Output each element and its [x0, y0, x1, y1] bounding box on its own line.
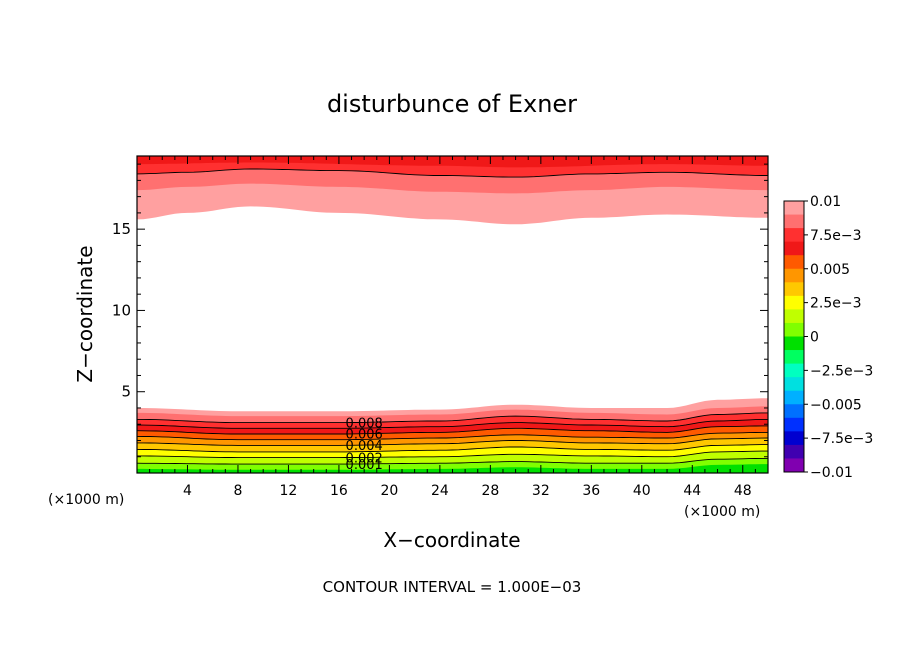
- x-tick-label-6: 28: [481, 483, 499, 499]
- colorbar-swatch-10: [784, 336, 804, 351]
- colorbar-label-0: 0.01: [810, 194, 841, 210]
- colorbar-swatch-7: [784, 295, 804, 310]
- colorbar-swatch-6: [784, 282, 804, 297]
- x-tick-label-9: 40: [633, 483, 651, 499]
- contour-label-4: 0.001: [346, 458, 383, 473]
- y-tick-label-2: 15: [112, 220, 131, 238]
- x-tick-label-4: 20: [380, 483, 398, 499]
- contour-interval-note: CONTOUR INTERVAL = 1.000E−03: [323, 578, 582, 596]
- contour-line-0.004: [137, 437, 769, 446]
- colorbar-swatch-18: [784, 444, 804, 459]
- y-axis-ticks: 5 10 15: [112, 163, 768, 458]
- chart-title: disturbunce of Exner: [327, 90, 577, 118]
- colorbar-swatch-0: [784, 201, 804, 215]
- x-unit-label-right: (×1000 m): [684, 504, 760, 520]
- colorbar-swatch-12: [784, 363, 804, 378]
- colorbar-swatch-9: [784, 322, 804, 337]
- band-top-0.013: [137, 156, 768, 168]
- x-tick-label-10: 44: [683, 483, 701, 499]
- contour-line-0.007: [136, 418, 768, 429]
- colorbar-swatch-14: [784, 390, 804, 405]
- colorbar-label-7: −7.5e−3: [810, 431, 873, 447]
- colorbar-swatch-1: [784, 214, 804, 229]
- contour-line-0.001: [136, 457, 768, 465]
- x-unit-label-left: (×1000 m): [48, 492, 124, 508]
- x-tick-label-1: 8: [233, 483, 242, 499]
- colorbar-label-5: −2.5e−3: [810, 363, 873, 379]
- colorbar-swatch-3: [784, 241, 804, 256]
- colorbar-swatch-15: [784, 404, 804, 419]
- x-tick-label-2: 12: [280, 483, 298, 499]
- contour-line-0.002: [137, 450, 768, 459]
- contour-line-0.006: [136, 425, 768, 435]
- contour-line-0.003: [136, 444, 768, 453]
- colorbar: [783, 200, 805, 473]
- colorbar-swatch-19: [784, 458, 804, 473]
- x-axis-label: X−coordinate: [383, 528, 520, 552]
- colorbar-swatch-8: [784, 309, 804, 324]
- colorbar-label-4: 0: [810, 330, 819, 346]
- colorbar-swatch-2: [784, 228, 804, 243]
- x-tick-label-0: 4: [183, 483, 192, 499]
- colorbar-label-6: −0.005: [810, 397, 862, 413]
- colorbar-label-8: −0.01: [810, 465, 853, 481]
- y-axis-label: Z−coordinate: [73, 245, 97, 382]
- contour-line-0.005: [136, 431, 768, 441]
- x-tick-label-11: 48: [734, 483, 752, 499]
- colorbar-swatch-13: [784, 377, 804, 392]
- x-tick-label-8: 36: [582, 483, 600, 499]
- colorbar-swatch-11: [784, 350, 804, 364]
- colorbar-swatch-5: [784, 268, 804, 283]
- colorbar-label-1: 7.5e−3: [810, 228, 862, 244]
- contour-line-top-0.012: [136, 168, 768, 178]
- band-bottom-lowest: [137, 464, 768, 473]
- colorbar-label-3: 2.5e−3: [810, 296, 862, 312]
- contour-label-2: 0.004: [346, 439, 383, 454]
- colorbar-swatch-16: [784, 417, 804, 432]
- contour-lines: [136, 168, 769, 465]
- colorbar-label-2: 0.005: [810, 262, 850, 278]
- colorbar-swatch-17: [784, 431, 804, 446]
- y-tick-label-1: 10: [112, 301, 131, 319]
- colorbar-swatch-4: [784, 255, 804, 270]
- y-tick-label-0: 5: [121, 383, 131, 401]
- contour-label-0: 0.008: [346, 416, 383, 431]
- contour-label-1: 0.006: [346, 428, 383, 443]
- x-tick-label-7: 32: [532, 483, 550, 499]
- contour-label-3: 0.002: [346, 451, 383, 466]
- colorbar-labels: 0.01 7.5e−3 0.005 2.5e−3 0 −2.5e−3 −0.005 −7.5e…: [804, 194, 873, 481]
- x-tick-label-5: 24: [431, 483, 449, 499]
- x-tick-label-3: 16: [330, 483, 348, 499]
- contour-bands: [137, 156, 768, 473]
- contour-line-0.008: [137, 412, 768, 424]
- x-axis-ticks: 4 8 12 16 20 24 28 32 36 40 44 48: [149, 156, 756, 499]
